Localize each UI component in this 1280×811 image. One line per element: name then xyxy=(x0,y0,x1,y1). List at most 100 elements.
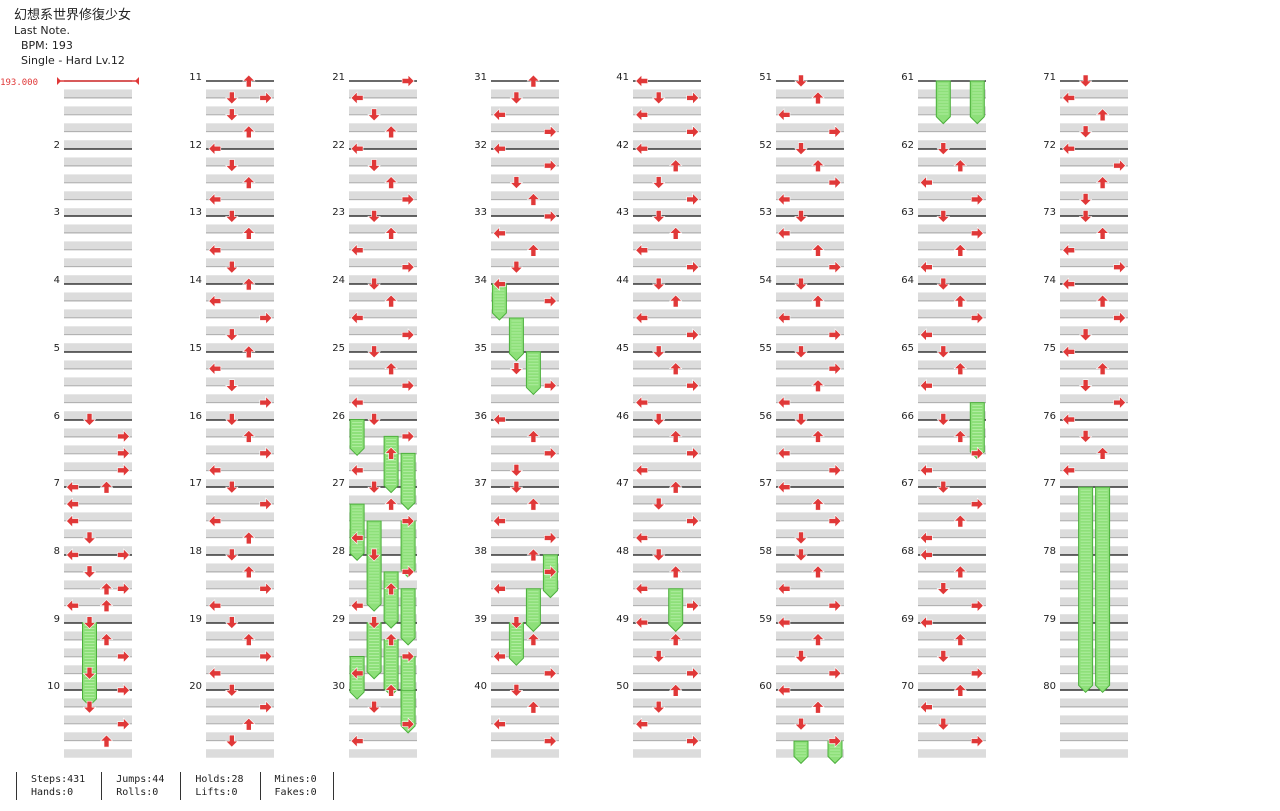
lane-band xyxy=(349,428,417,437)
right-arrow-note xyxy=(401,649,415,664)
right-arrow-note xyxy=(117,429,130,444)
left-arrow-note xyxy=(208,141,222,156)
lane-band xyxy=(918,479,986,488)
lane-band xyxy=(776,377,844,386)
lane-band xyxy=(491,597,559,606)
up-arrow-note xyxy=(811,700,825,714)
lane-band xyxy=(64,597,132,606)
measure-number: 71 xyxy=(1043,72,1056,83)
lane-band xyxy=(776,89,844,98)
lane-band xyxy=(206,462,274,471)
lane-band xyxy=(776,580,844,589)
down-arrow-note xyxy=(1078,210,1093,223)
measure-number: 67 xyxy=(901,478,914,489)
lane-band xyxy=(633,529,701,538)
right-arrow-note xyxy=(259,649,273,664)
lane-band xyxy=(206,495,274,504)
lane-band xyxy=(1060,275,1128,284)
lane-band xyxy=(206,309,274,318)
difficulty-label: Single - Hard Lv.12 xyxy=(21,54,125,67)
up-arrow-note xyxy=(384,633,398,646)
lane-band xyxy=(349,445,417,454)
right-arrow-note xyxy=(686,91,700,105)
jumps-count: Jumps:44 xyxy=(116,774,165,785)
lane-band xyxy=(64,360,132,369)
left-arrow-note xyxy=(1062,91,1075,105)
lane-band xyxy=(491,445,559,454)
measure-number: 32 xyxy=(474,140,487,151)
measure-number: 43 xyxy=(616,207,629,218)
down-arrow-note xyxy=(794,277,808,291)
lane-band xyxy=(206,732,274,741)
left-arrow-note xyxy=(350,531,364,545)
lane-band xyxy=(918,292,986,301)
lane-band xyxy=(491,665,559,674)
left-arrow-note xyxy=(635,74,649,88)
lane-band xyxy=(64,343,132,352)
lane-band xyxy=(1060,529,1128,538)
measure-number: 39 xyxy=(474,614,487,625)
right-arrow-note xyxy=(117,548,130,562)
up-arrow-note xyxy=(384,125,398,139)
up-arrow-note xyxy=(526,633,541,646)
down-arrow-note xyxy=(225,328,239,342)
lane-band xyxy=(206,208,274,217)
lane-band xyxy=(349,89,417,98)
lane-band xyxy=(633,445,701,454)
left-arrow-note xyxy=(492,226,506,241)
lane-band xyxy=(64,191,132,200)
bpm-marker-label: 193.000 xyxy=(0,78,38,88)
up-arrow-note xyxy=(953,294,968,308)
up-arrow-note xyxy=(384,446,398,460)
up-arrow-note xyxy=(811,91,825,105)
lane-band xyxy=(633,191,701,200)
down-arrow-note xyxy=(225,734,239,748)
lane-band xyxy=(633,479,701,488)
up-arrow-note xyxy=(242,74,256,88)
lane-band xyxy=(776,360,844,369)
lane-band xyxy=(776,529,844,538)
right-arrow-note xyxy=(544,378,557,393)
lane-band xyxy=(776,258,844,267)
lane-band xyxy=(206,563,274,572)
right-arrow-note xyxy=(970,497,984,511)
lane-band xyxy=(633,106,701,115)
right-arrow-note xyxy=(117,446,130,461)
down-arrow-note xyxy=(367,277,381,291)
lane-band xyxy=(633,715,701,724)
lane-band xyxy=(491,309,559,318)
lane-band xyxy=(1060,512,1128,521)
lane-band xyxy=(776,495,844,504)
right-arrow-note xyxy=(259,446,273,461)
right-arrow-note xyxy=(828,362,842,376)
down-arrow-note xyxy=(225,683,239,697)
lane-band xyxy=(349,394,417,403)
right-arrow-note xyxy=(117,582,130,596)
left-arrow-note xyxy=(492,649,506,664)
down-arrow-note xyxy=(936,142,951,156)
lane-band xyxy=(349,174,417,183)
lane-band xyxy=(776,292,844,301)
lane-band xyxy=(1060,224,1128,233)
right-arrow-note xyxy=(1113,395,1127,410)
right-arrow-note xyxy=(828,125,842,139)
measure-number: 59 xyxy=(759,614,772,625)
up-arrow-note xyxy=(242,345,256,359)
lane-band xyxy=(206,394,274,403)
right-arrow-note xyxy=(828,260,842,274)
left-arrow-note xyxy=(66,514,79,528)
lane-band xyxy=(491,715,559,724)
down-arrow-note xyxy=(225,91,239,105)
lane-band xyxy=(633,648,701,657)
down-arrow-note xyxy=(794,548,808,562)
down-arrow-note xyxy=(367,548,381,562)
up-arrow-note xyxy=(99,599,114,612)
lane-band xyxy=(918,445,986,454)
lane-band xyxy=(349,732,417,741)
lane-band xyxy=(633,343,701,352)
lane-band xyxy=(633,563,701,572)
lane-band xyxy=(491,546,559,555)
lane-band xyxy=(349,495,417,504)
lane-band xyxy=(64,512,132,521)
left-arrow-note xyxy=(777,446,791,461)
